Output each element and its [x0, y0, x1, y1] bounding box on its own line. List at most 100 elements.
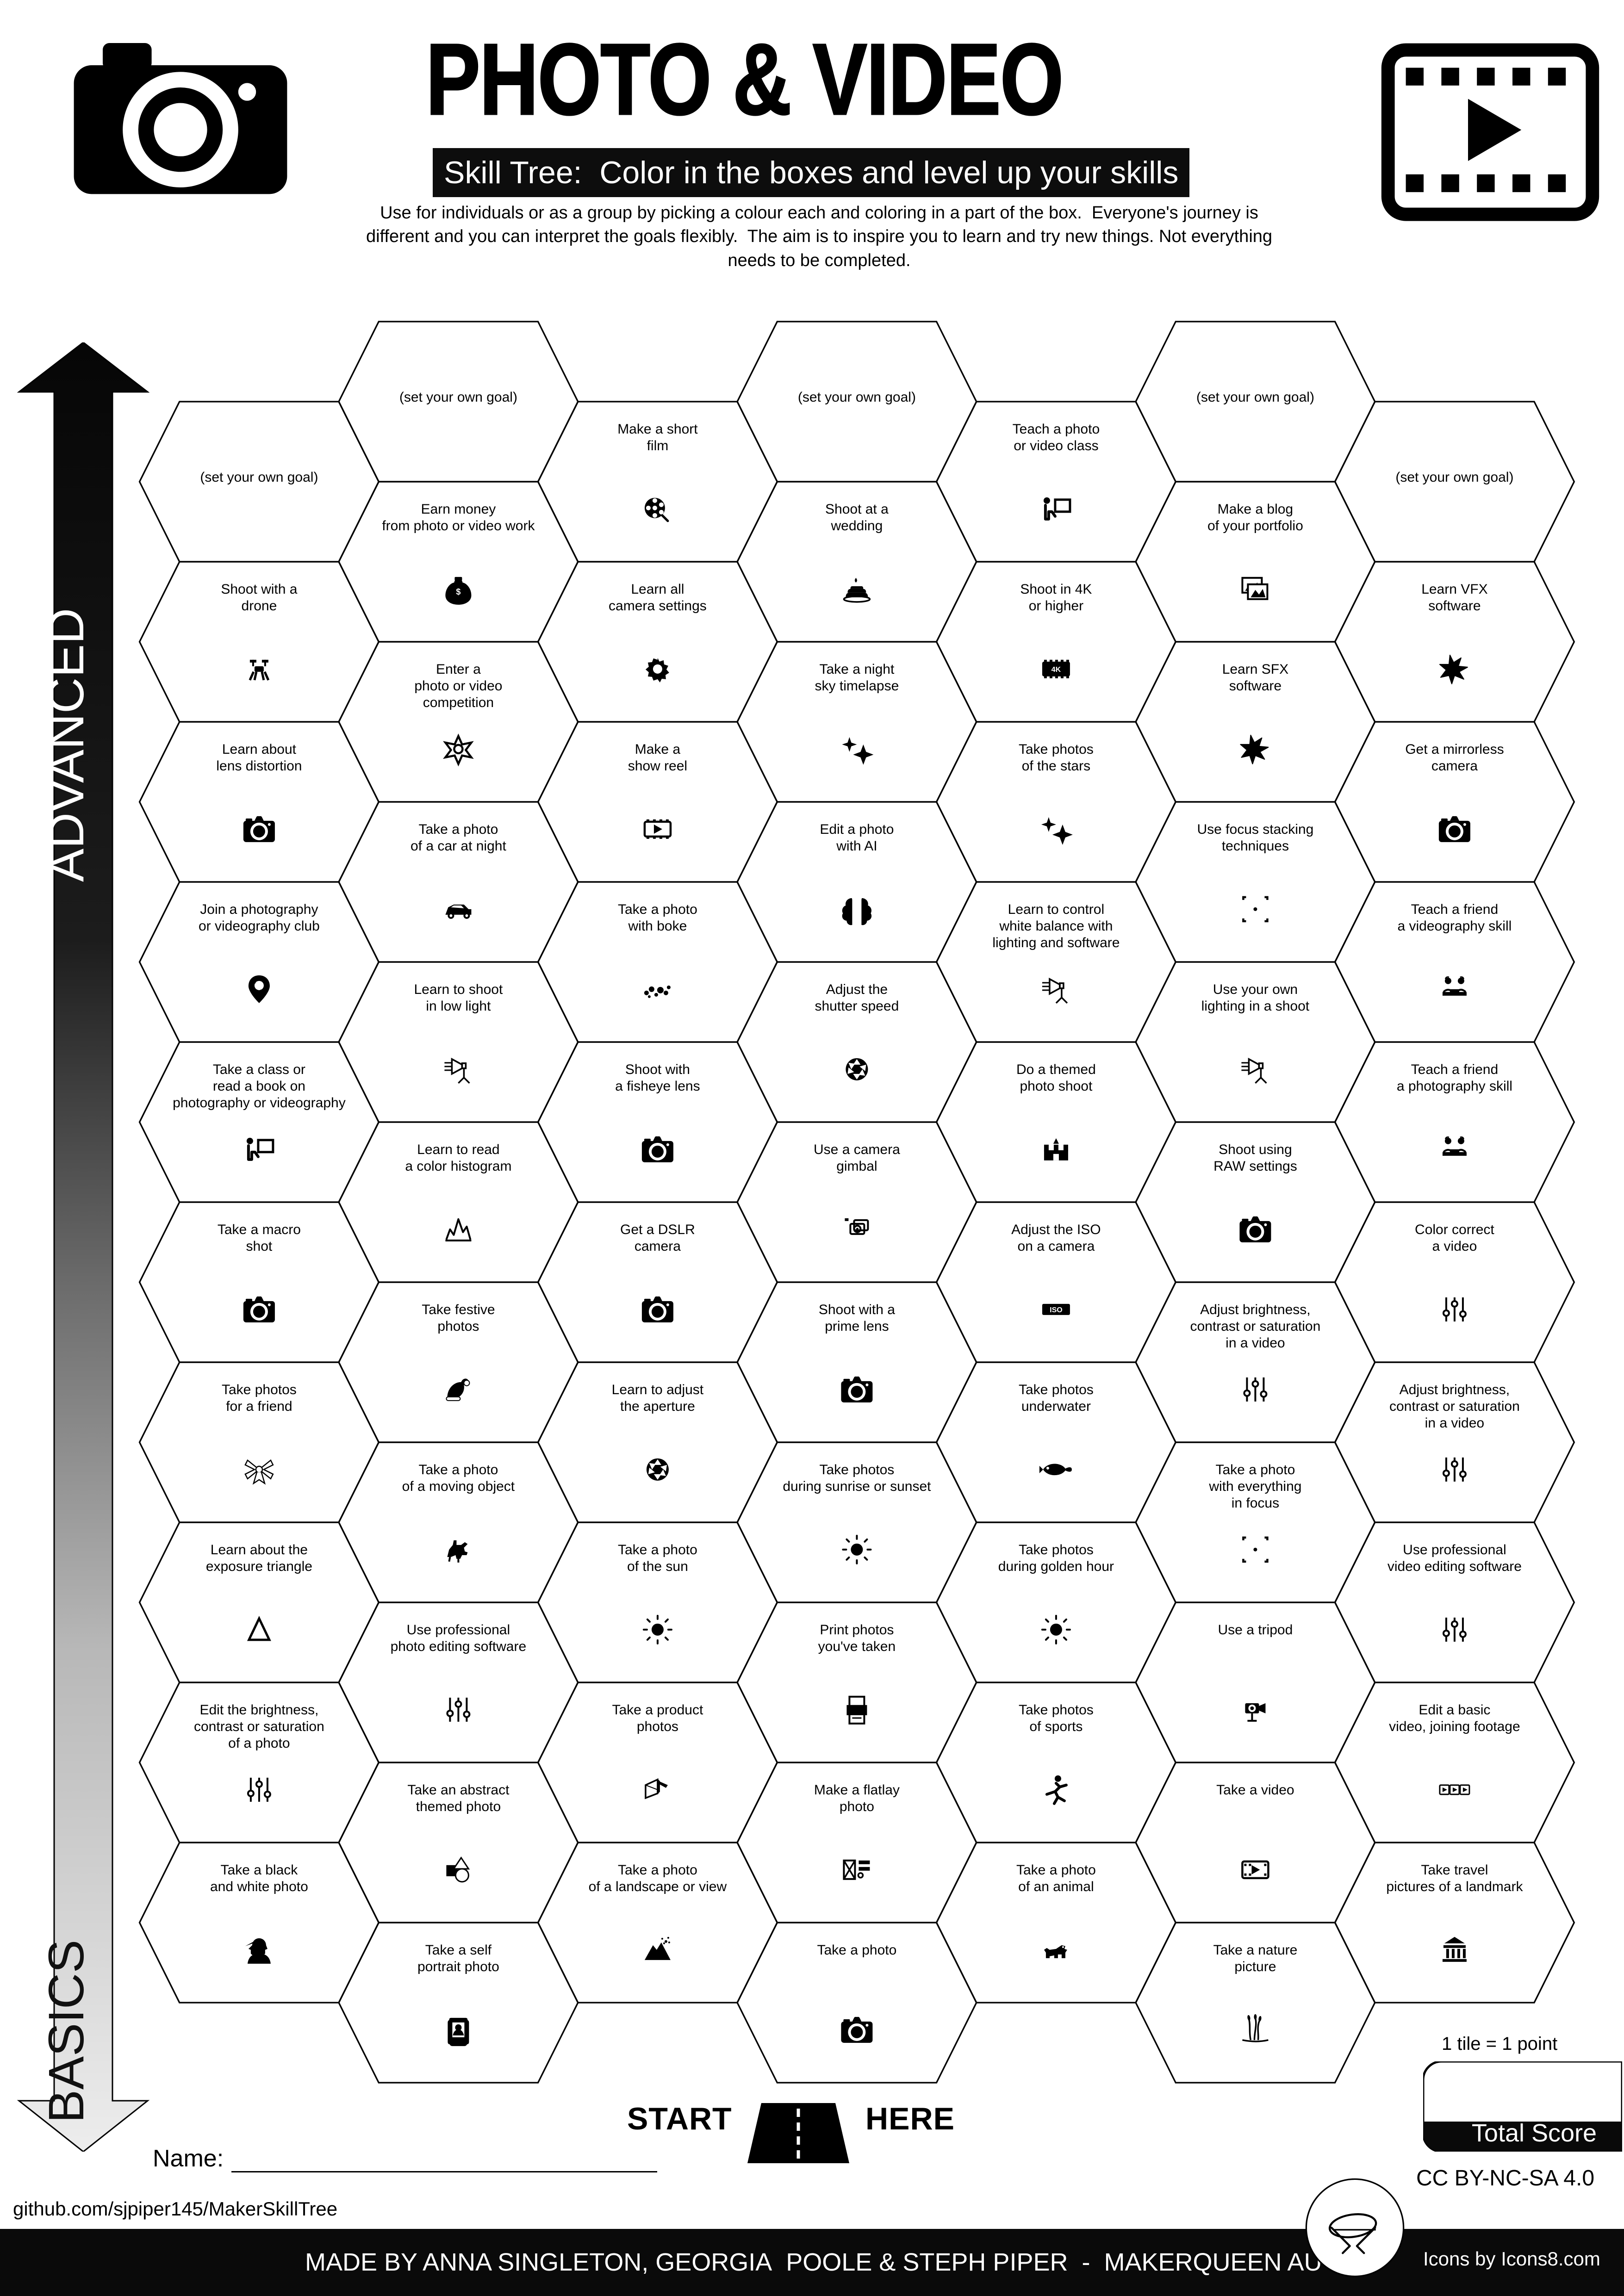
svg-text:lighting in a shoot: lighting in a shoot	[1201, 999, 1310, 1014]
svg-text:of a photo: of a photo	[228, 1736, 290, 1751]
svg-text:(set your own goal): (set your own goal)	[1196, 390, 1314, 405]
svg-text:or video class: or video class	[1014, 438, 1098, 453]
svg-text:camera: camera	[1431, 758, 1478, 774]
svg-text:show reel: show reel	[628, 758, 687, 774]
svg-text:themed photo: themed photo	[416, 1799, 501, 1814]
svg-text:Use professional: Use professional	[407, 1622, 510, 1638]
svg-text:Take photos: Take photos	[1019, 1702, 1094, 1718]
svg-text:Make a short: Make a short	[617, 422, 698, 437]
svg-text:during sunrise or sunset: during sunrise or sunset	[783, 1479, 931, 1494]
svg-text:Take a photo: Take a photo	[618, 1862, 697, 1878]
svg-text:Edit a basic: Edit a basic	[1419, 1702, 1490, 1718]
svg-text:the aperture: the aperture	[620, 1399, 695, 1414]
svg-text:with AI: with AI	[836, 838, 877, 854]
svg-text:Shoot in 4K: Shoot in 4K	[1020, 582, 1092, 597]
svg-text:Adjust the: Adjust the	[826, 982, 888, 997]
svg-text:software: software	[1428, 598, 1481, 614]
svg-text:wedding: wedding	[831, 518, 883, 534]
svg-text:Teach a photo: Teach a photo	[1013, 422, 1100, 437]
svg-text:Learn to read: Learn to read	[417, 1142, 499, 1157]
svg-text:software: software	[1229, 678, 1282, 694]
svg-text:camera: camera	[635, 1239, 681, 1254]
svg-text:Learn SFX: Learn SFX	[1222, 662, 1288, 677]
svg-text:Take travel: Take travel	[1421, 1862, 1488, 1878]
svg-text:of your portfolio: of your portfolio	[1207, 518, 1303, 534]
svg-text:lens distortion: lens distortion	[216, 758, 302, 774]
svg-text:Teach a friend: Teach a friend	[1411, 1062, 1498, 1077]
svg-text:Learn about: Learn about	[222, 742, 297, 757]
svg-text:RAW settings: RAW settings	[1213, 1159, 1297, 1174]
svg-text:contrast or saturation: contrast or saturation	[1389, 1399, 1520, 1414]
svg-text:Do a themed: Do a themed	[1016, 1062, 1096, 1077]
svg-text:Take a macro: Take a macro	[218, 1222, 301, 1237]
svg-text:(set your own goal): (set your own goal)	[1395, 470, 1513, 485]
svg-text:Join a photography: Join a photography	[200, 902, 318, 917]
svg-text:Enter a: Enter a	[436, 662, 481, 677]
svg-text:Adjust brightness,: Adjust brightness,	[1400, 1382, 1510, 1397]
svg-text:(set your own goal): (set your own goal)	[399, 390, 517, 405]
svg-text:Take a night: Take a night	[820, 662, 895, 677]
svg-text:(set your own goal): (set your own goal)	[798, 390, 916, 405]
svg-text:Take a photo: Take a photo	[1016, 1862, 1096, 1878]
svg-text:on a camera: on a camera	[1018, 1239, 1095, 1254]
svg-text:gimbal: gimbal	[836, 1159, 877, 1174]
svg-text:of a landscape or view: of a landscape or view	[589, 1879, 727, 1894]
svg-text:lighting and software: lighting and software	[992, 935, 1120, 950]
svg-text:competition: competition	[423, 695, 494, 710]
svg-text:photo shoot: photo shoot	[1020, 1079, 1093, 1094]
svg-text:Take a nature: Take a nature	[1213, 1942, 1298, 1958]
svg-text:photos: photos	[637, 1719, 678, 1734]
svg-text:Take an abstract: Take an abstract	[407, 1782, 510, 1798]
svg-text:Take a self: Take a self	[425, 1942, 492, 1958]
svg-text:contrast or saturation: contrast or saturation	[194, 1719, 324, 1734]
svg-text:ISO: ISO	[1050, 1306, 1063, 1314]
svg-text:Take a class or: Take a class or	[213, 1062, 305, 1077]
svg-text:of sports: of sports	[1029, 1719, 1083, 1734]
svg-text:contrast or saturation: contrast or saturation	[1190, 1319, 1320, 1334]
svg-text:shutter speed: shutter speed	[815, 999, 899, 1014]
svg-text:drone: drone	[242, 598, 277, 614]
svg-text:sky timelapse: sky timelapse	[815, 678, 899, 694]
svg-text:Take a black: Take a black	[221, 1862, 299, 1878]
svg-text:Learn all: Learn all	[631, 582, 684, 597]
svg-text:Edit the brightness,: Edit the brightness,	[199, 1702, 318, 1718]
svg-text:of a moving object: of a moving object	[402, 1479, 515, 1494]
svg-text:from photo or video work: from photo or video work	[382, 518, 535, 534]
svg-text:underwater: underwater	[1021, 1399, 1091, 1414]
svg-text:Take a photo: Take a photo	[817, 1942, 897, 1958]
svg-text:Take a photo: Take a photo	[419, 1462, 498, 1477]
svg-text:Get a mirrorless: Get a mirrorless	[1405, 742, 1504, 757]
svg-text:Get a DSLR: Get a DSLR	[620, 1222, 695, 1237]
svg-text:Edit a photo: Edit a photo	[820, 822, 894, 837]
svg-text:Take photos: Take photos	[820, 1462, 895, 1477]
svg-text:Take a product: Take a product	[612, 1702, 703, 1718]
svg-text:during golden hour: during golden hour	[998, 1559, 1114, 1574]
svg-text:portrait photo: portrait photo	[417, 1959, 499, 1974]
svg-text:picture: picture	[1234, 1959, 1276, 1974]
svg-text:of the sun: of the sun	[627, 1559, 688, 1574]
svg-text:exposure triangle: exposure triangle	[206, 1559, 312, 1574]
svg-text:Learn VFX: Learn VFX	[1421, 582, 1487, 597]
svg-text:read a book on: read a book on	[213, 1079, 305, 1094]
svg-text:Use your own: Use your own	[1213, 982, 1298, 997]
svg-text:camera settings: camera settings	[609, 598, 707, 614]
svg-text:a videography skill: a videography skill	[1398, 918, 1512, 934]
svg-text:Take a photo: Take a photo	[618, 902, 697, 917]
svg-text:of an animal: of an animal	[1018, 1879, 1094, 1894]
svg-text:Shoot with a: Shoot with a	[819, 1302, 895, 1317]
svg-text:with boke: with boke	[628, 918, 687, 934]
svg-text:photography or videography: photography or videography	[173, 1095, 346, 1111]
svg-text:video, joining footage: video, joining footage	[1389, 1719, 1520, 1734]
svg-text:with everything: with everything	[1208, 1479, 1301, 1494]
svg-text:of a car at night: of a car at night	[411, 838, 506, 854]
svg-text:Use a tripod: Use a tripod	[1218, 1622, 1293, 1638]
svg-text:Take festive: Take festive	[422, 1302, 495, 1317]
svg-text:Learn to control: Learn to control	[1008, 902, 1104, 917]
svg-text:pictures of a landmark: pictures of a landmark	[1386, 1879, 1523, 1894]
svg-text:$: $	[456, 587, 460, 596]
svg-text:Take photos: Take photos	[1019, 742, 1094, 757]
svg-text:Make a: Make a	[635, 742, 681, 757]
svg-text:in a video: in a video	[1226, 1335, 1285, 1351]
svg-text:(set your own goal): (set your own goal)	[200, 470, 318, 485]
svg-text:Take a photo: Take a photo	[618, 1542, 697, 1558]
